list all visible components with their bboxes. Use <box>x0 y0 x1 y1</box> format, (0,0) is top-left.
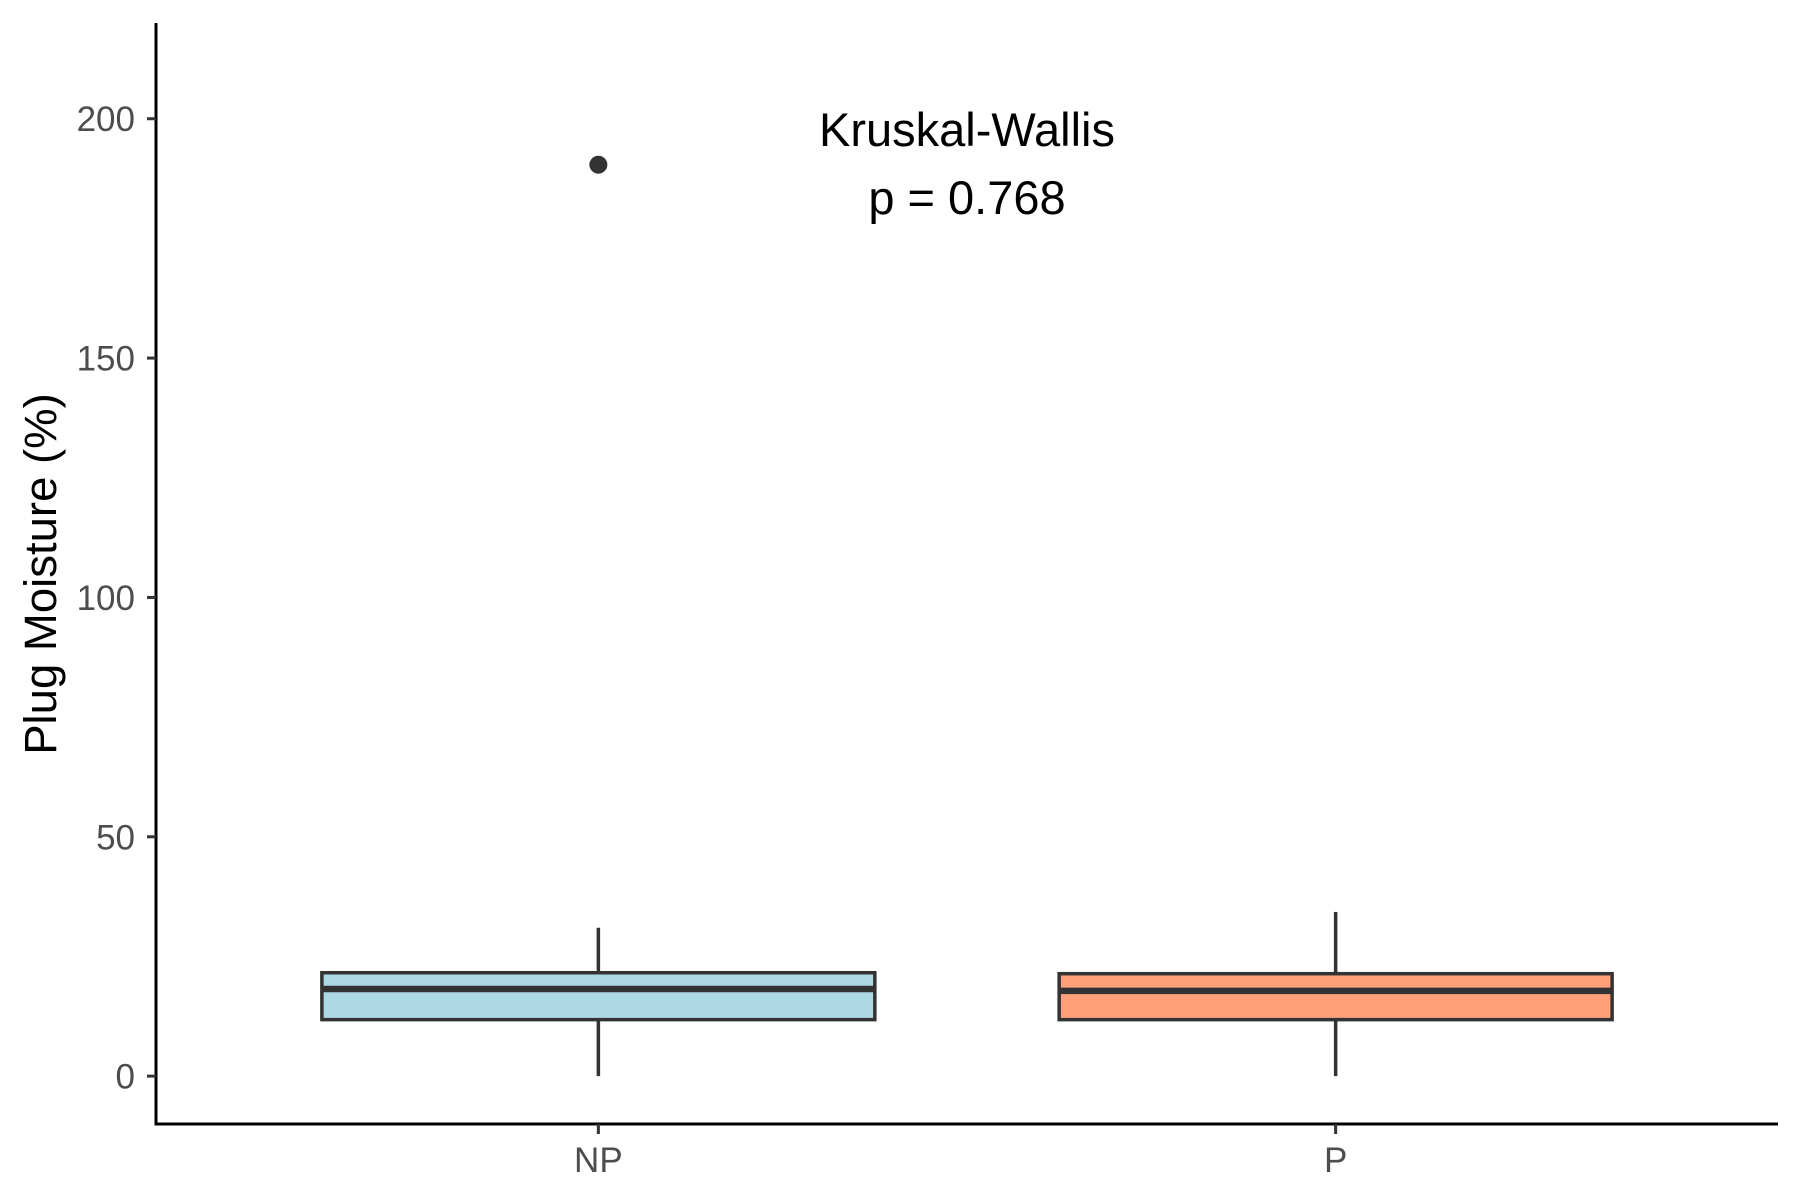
y-axis-title: Plug Moisture (%) <box>15 393 66 755</box>
axes-layer: 0 50 100 150 200 NP P <box>77 23 1778 1180</box>
y-tick-label: 50 <box>96 818 135 857</box>
y-tick-label: 0 <box>116 1058 135 1097</box>
y-tick-label: 100 <box>77 579 135 618</box>
box-p <box>1057 971 1614 1022</box>
outlier-point-np <box>589 155 608 174</box>
annotation-test-name: Kruskal-Wallis <box>819 103 1115 156</box>
y-tick-label: 200 <box>77 100 135 139</box>
annotation-p-value: p = 0.768 <box>868 171 1065 224</box>
box-group-np <box>320 155 877 1077</box>
box-np <box>320 970 877 1022</box>
x-tick-label-np: NP <box>574 1141 623 1180</box>
y-tick-label: 150 <box>77 340 135 379</box>
box-group-p <box>1057 911 1614 1077</box>
x-tick-label-p: P <box>1324 1141 1347 1180</box>
boxes-layer <box>320 155 1614 1077</box>
